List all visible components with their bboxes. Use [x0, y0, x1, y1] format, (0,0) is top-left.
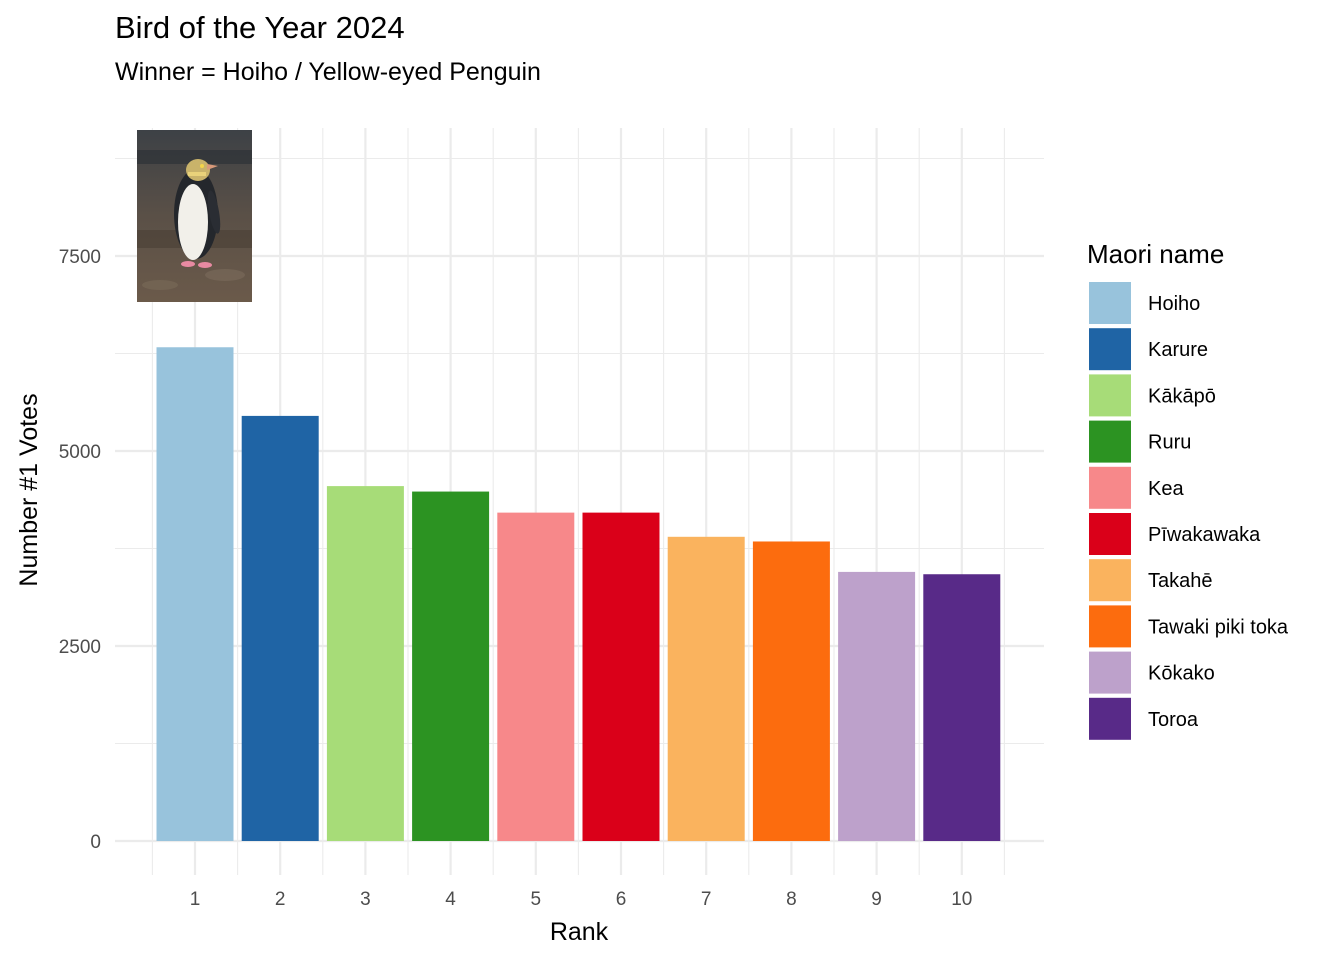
- bar-1: [156, 347, 234, 841]
- x-axis-title: Rank: [550, 918, 609, 946]
- y-tick-label: 7500: [59, 247, 101, 268]
- legend-key: [1089, 282, 1131, 324]
- x-tick-label: 1: [190, 889, 201, 910]
- legend: Maori name Hoiho Karure Kākāpō Ruru Kea Pīwak…: [1087, 239, 1289, 740]
- x-tick-label: 5: [531, 889, 542, 910]
- legend-label: Ruru: [1148, 432, 1191, 454]
- x-tick-label: 10: [951, 889, 972, 910]
- legend-key: [1089, 697, 1131, 740]
- bar-9: [838, 571, 916, 841]
- yellow-eyed-penguin-photo: [137, 130, 252, 302]
- x-tick-label: 6: [616, 889, 627, 910]
- bar-5: [497, 512, 575, 841]
- legend-key: [1089, 559, 1131, 602]
- legend-label: Pīwakawaka: [1148, 524, 1261, 546]
- bar-3: [326, 486, 404, 841]
- legend-key: [1089, 420, 1131, 463]
- bar-8: [752, 541, 830, 841]
- x-tick-label: 7: [701, 889, 712, 910]
- x-tick-label: 3: [360, 889, 371, 910]
- bar-6: [582, 512, 660, 841]
- chart-subtitle: Winner = Hoiho / Yellow-eyed Penguin: [115, 58, 541, 86]
- y-tick-label: 0: [90, 832, 101, 853]
- legend-label: Kākāpō: [1148, 385, 1216, 407]
- bar-10: [923, 574, 1001, 841]
- chart-title: Bird of the Year 2024: [115, 10, 405, 45]
- legend-key: [1089, 466, 1131, 509]
- legend-label: Takahē: [1148, 570, 1213, 592]
- legend-label: Kea: [1148, 478, 1184, 500]
- legend-key: [1089, 651, 1131, 694]
- y-tick-label: 2500: [59, 637, 101, 658]
- y-axis-title: Number #1 Votes: [15, 393, 43, 586]
- legend-label: Kōkako: [1148, 663, 1215, 685]
- bar-4: [412, 491, 490, 841]
- bars: [156, 347, 1001, 841]
- legend-label: Toroa: [1148, 709, 1199, 731]
- legend-label: Tawaki piki toka: [1148, 616, 1289, 638]
- tick-labels: 1 2 3 4 5 6 7 8 9 10 0 2500 5000 7500: [59, 247, 973, 910]
- bar-7: [667, 536, 745, 841]
- legend-label: Hoiho: [1148, 293, 1200, 315]
- legend-label: Karure: [1148, 339, 1208, 361]
- legend-key: [1089, 328, 1131, 371]
- legend-key: [1089, 513, 1131, 555]
- legend-key: [1089, 374, 1131, 417]
- bar-2: [241, 415, 319, 841]
- x-tick-label: 8: [786, 889, 797, 910]
- y-tick-label: 5000: [59, 442, 101, 463]
- x-tick-label: 2: [275, 889, 286, 910]
- x-tick-label: 4: [445, 889, 456, 910]
- x-tick-label: 9: [871, 889, 882, 910]
- legend-key: [1089, 605, 1131, 648]
- legend-title: Maori name: [1087, 239, 1224, 269]
